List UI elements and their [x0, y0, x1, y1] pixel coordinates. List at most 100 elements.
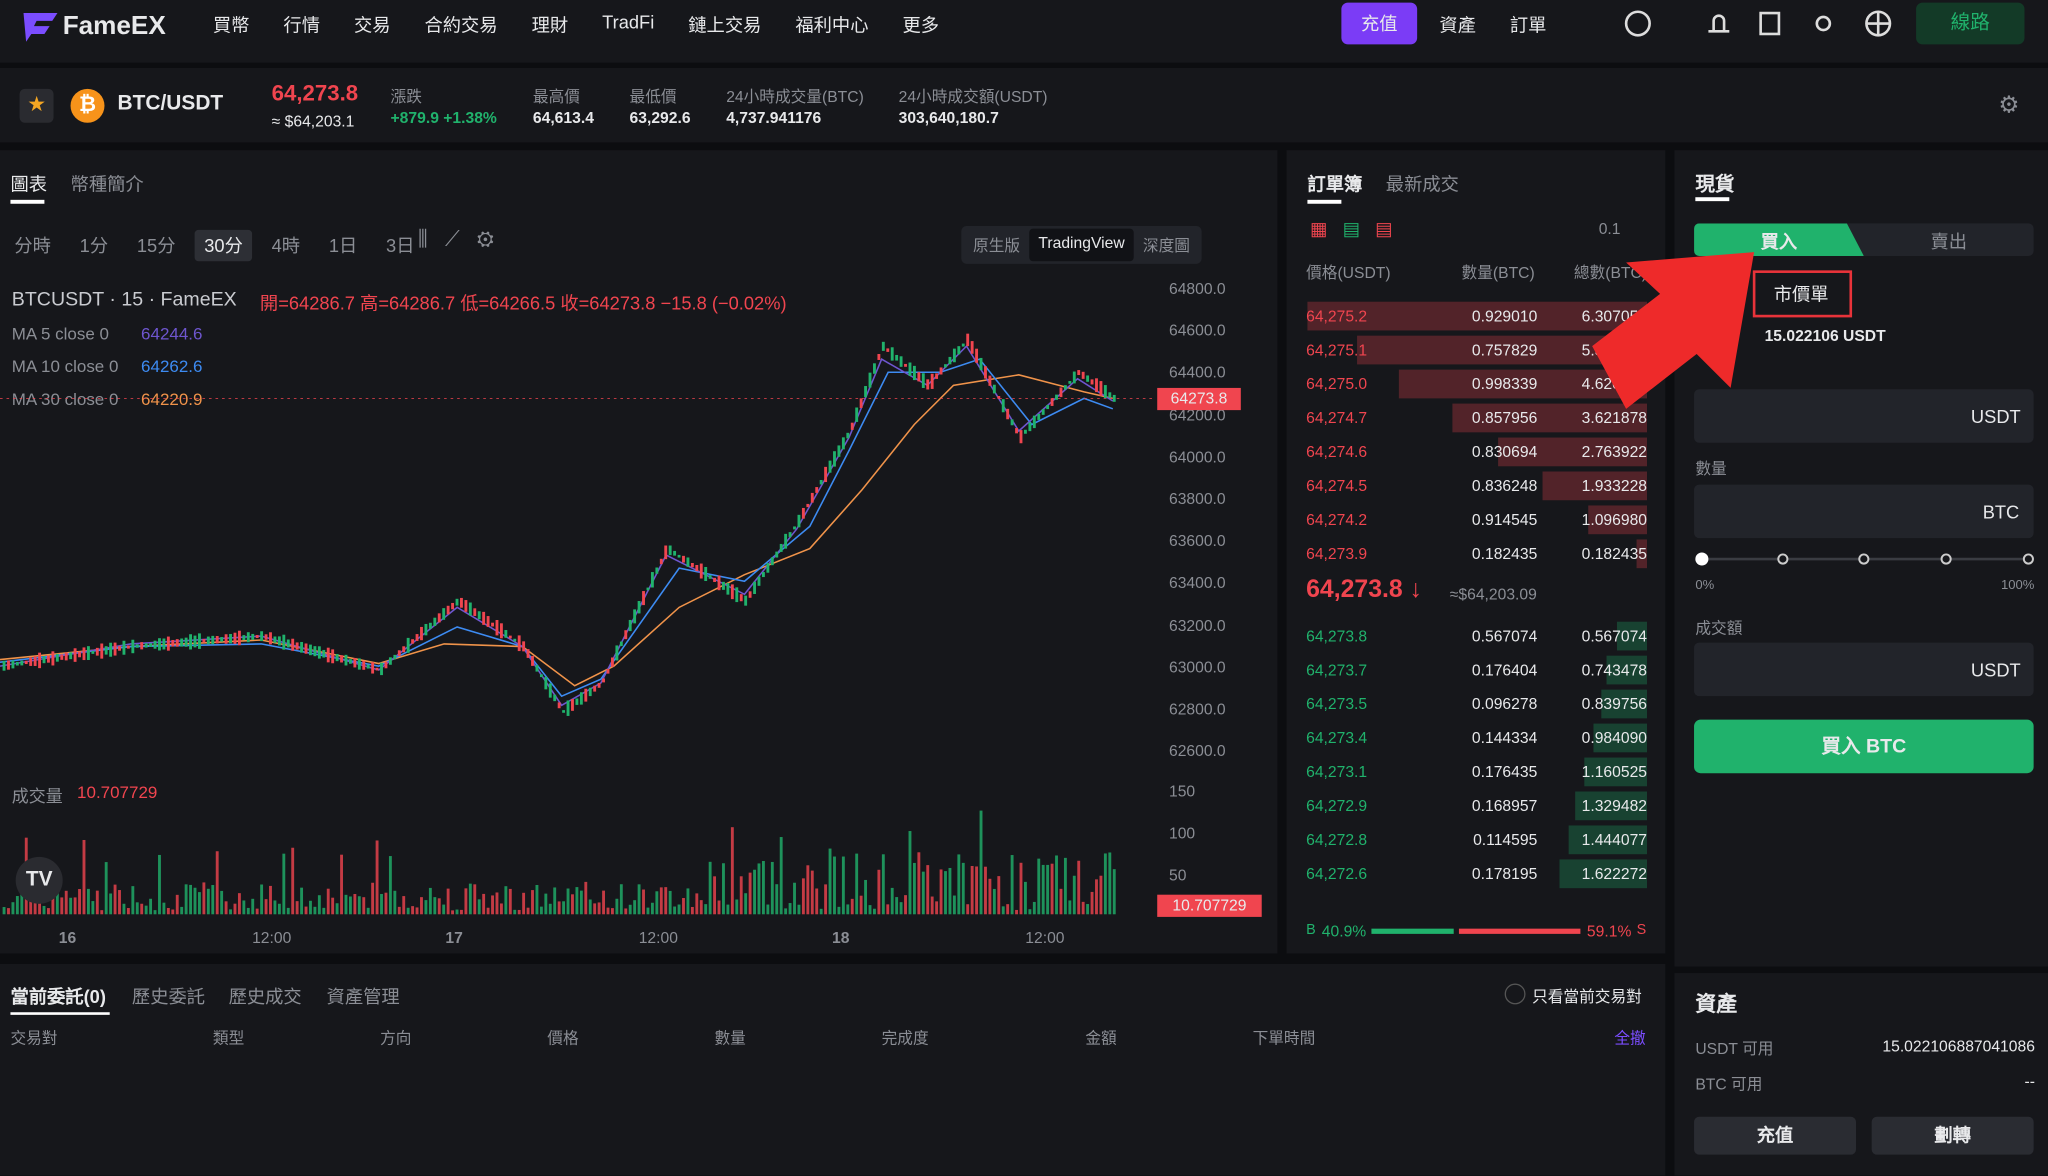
- candle-decor: [1095, 378, 1098, 393]
- candle-decor: [890, 347, 894, 361]
- pair[interactable]: BTC/USDT: [117, 92, 224, 115]
- volume-tag: 10.707729: [1157, 894, 1262, 917]
- menu-item[interactable]: 理財: [531, 14, 569, 36]
- volume-decor: [1112, 869, 1116, 915]
- volume-decor: [517, 909, 521, 915]
- candle-decor: [348, 659, 352, 664]
- candle-decor: [260, 631, 264, 642]
- volume-decor: [571, 894, 574, 915]
- candle-decor: [877, 353, 881, 360]
- submit-button[interactable]: 買入 BTC: [1694, 719, 2034, 774]
- candle-decor: [571, 699, 574, 711]
- candle-decor: [1063, 385, 1067, 390]
- cancel-all[interactable]: 全撤: [1614, 1029, 1646, 1048]
- volume-decor: [388, 856, 392, 915]
- volume-decor: [1103, 853, 1107, 915]
- candle-decor: [482, 611, 486, 625]
- candle-decor: [1077, 370, 1081, 376]
- network-button[interactable]: 線路: [1916, 2, 2025, 45]
- orders-tab[interactable]: 歷史成交: [228, 986, 302, 1008]
- slider[interactable]: [1694, 549, 2036, 570]
- volume-decor: [930, 896, 934, 915]
- volume-bars: [2, 810, 1116, 915]
- sell-tab[interactable]: 賣出: [1930, 231, 1968, 253]
- sell-pct: 59.1%: [1586, 922, 1632, 941]
- volume-decor: [895, 897, 899, 915]
- menu-item[interactable]: 行情: [283, 14, 320, 36]
- volume-decor: [1032, 901, 1036, 915]
- candle-decor: [726, 582, 730, 595]
- favorite-star[interactable]: ★: [19, 88, 54, 123]
- candle-decor: [979, 357, 983, 371]
- volume-decor: [118, 890, 121, 915]
- row-price: 64,274.6: [1306, 442, 1368, 462]
- candle-decor: [7, 660, 10, 670]
- volume-decor: [499, 903, 503, 915]
- price-tick: 63400.0: [1168, 573, 1226, 593]
- time-tick: 16: [58, 928, 77, 947]
- candle-decor: [1028, 422, 1032, 432]
- row-price: 64,274.5: [1306, 476, 1368, 496]
- menu-item[interactable]: 鏈上交易: [688, 14, 762, 36]
- volume-decor: [850, 898, 854, 915]
- asset-button[interactable]: 劃轉: [1871, 1116, 2034, 1155]
- volume-decor: [1055, 855, 1058, 915]
- menu-item[interactable]: 福利中心: [795, 14, 869, 36]
- candle-decor: [1023, 429, 1027, 434]
- candle-decor: [375, 667, 379, 671]
- asset-button[interactable]: 充值: [1694, 1116, 1856, 1155]
- volume-decor: [984, 866, 987, 915]
- stat-value: 303,640,180.7: [898, 108, 999, 127]
- volume-decor: [664, 887, 668, 915]
- candle-decor: [739, 594, 743, 602]
- volume-decor: [1090, 891, 1094, 915]
- candle-decor: [513, 638, 517, 642]
- candle-decor: [11, 660, 15, 669]
- filter-checkbox[interactable]: [1504, 983, 1526, 1005]
- menu-item[interactable]: 合約交易: [424, 14, 498, 36]
- volume-decor: [513, 909, 517, 915]
- buy-tab[interactable]: 買入: [1760, 231, 1798, 253]
- amount-input[interactable]: [1694, 642, 2034, 697]
- orders-tab[interactable]: 資產管理: [326, 986, 400, 1008]
- settings-icon[interactable]: ⚙: [1998, 91, 2020, 118]
- candle-decor: [1010, 419, 1014, 426]
- volume-decor: [1019, 862, 1023, 915]
- candle-decor: [60, 654, 64, 660]
- menu-item[interactable]: TradFi: [602, 11, 655, 33]
- nav-item[interactable]: 資產: [1439, 14, 1476, 36]
- orders-column: 方向: [380, 1029, 412, 1048]
- price-input[interactable]: [1694, 389, 2034, 443]
- orders-tab[interactable]: 當前委託(0): [10, 986, 106, 1008]
- volume-decor: [2, 907, 6, 915]
- volume-decor: [411, 906, 415, 915]
- candle-decor: [553, 694, 557, 702]
- candle-decor: [575, 698, 579, 705]
- volume-decor: [908, 831, 912, 915]
- candle-decor: [761, 572, 765, 578]
- menu-item[interactable]: 更多: [902, 14, 940, 36]
- deposit-button[interactable]: 充值: [1341, 2, 1418, 45]
- layout-icons[interactable]: ▦ ▤ ▤: [1310, 218, 1393, 240]
- orders-tab[interactable]: 歷史委託: [131, 986, 206, 1008]
- market-tab[interactable]: 市價單: [1773, 283, 1829, 305]
- precision[interactable]: 0.1: [1598, 219, 1621, 238]
- candle-decor: [757, 576, 761, 586]
- row-price: 64,273.4: [1306, 728, 1368, 748]
- volume-decor: [508, 888, 512, 915]
- pointer-arrow: [1592, 252, 1755, 409]
- stat-value: 64,613.4: [532, 108, 594, 127]
- menu-item[interactable]: 買幣: [212, 14, 250, 36]
- row-qty: 0.857956: [1471, 408, 1538, 428]
- volume-decor: [220, 890, 224, 915]
- candle-decor: [277, 636, 281, 646]
- candle-decor: [335, 654, 339, 662]
- candle-decor: [211, 635, 215, 645]
- menu-item[interactable]: 交易: [353, 14, 391, 36]
- candle-decor: [1015, 428, 1018, 434]
- candle-decor: [295, 642, 299, 650]
- depth-bar: [1569, 825, 1648, 855]
- nav-item[interactable]: 訂單: [1509, 14, 1547, 36]
- volume-decor: [477, 899, 481, 915]
- qty-input[interactable]: [1694, 484, 2034, 539]
